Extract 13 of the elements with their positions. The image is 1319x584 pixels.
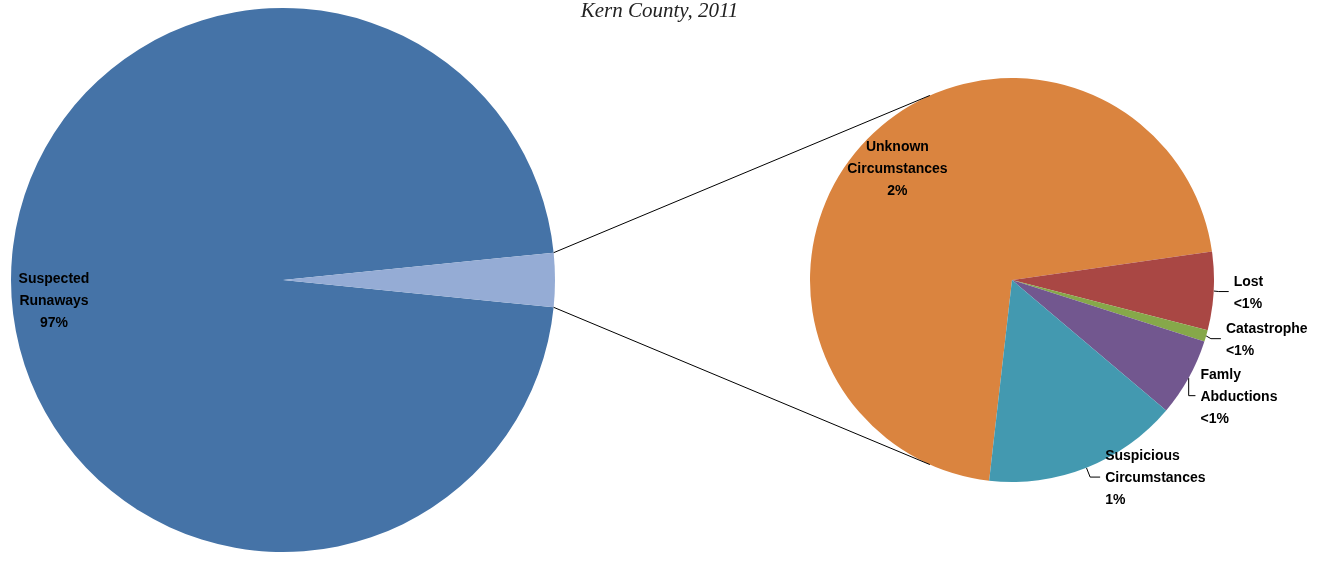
data-label: <1% — [1200, 409, 1230, 426]
data-label: <1% — [1225, 341, 1255, 358]
text: Kern County, 2011 — [579, 0, 740, 23]
slice-label: Suspicious Circumstances — [1105, 447, 1206, 486]
slice-label: Unknown Circumstances — [847, 137, 948, 176]
slice-label: Catastrophe — [1225, 319, 1308, 336]
data-label: 1% — [1105, 491, 1126, 508]
data-label: 97% — [39, 314, 69, 330]
slice-label: Lost — [1233, 272, 1264, 289]
data-label: <1% — [1233, 294, 1263, 311]
slice-label: Famly Abductions — [1200, 365, 1278, 404]
data-label: 2% — [887, 181, 909, 198]
slice-label: Suspected Runaways — [18, 270, 90, 308]
